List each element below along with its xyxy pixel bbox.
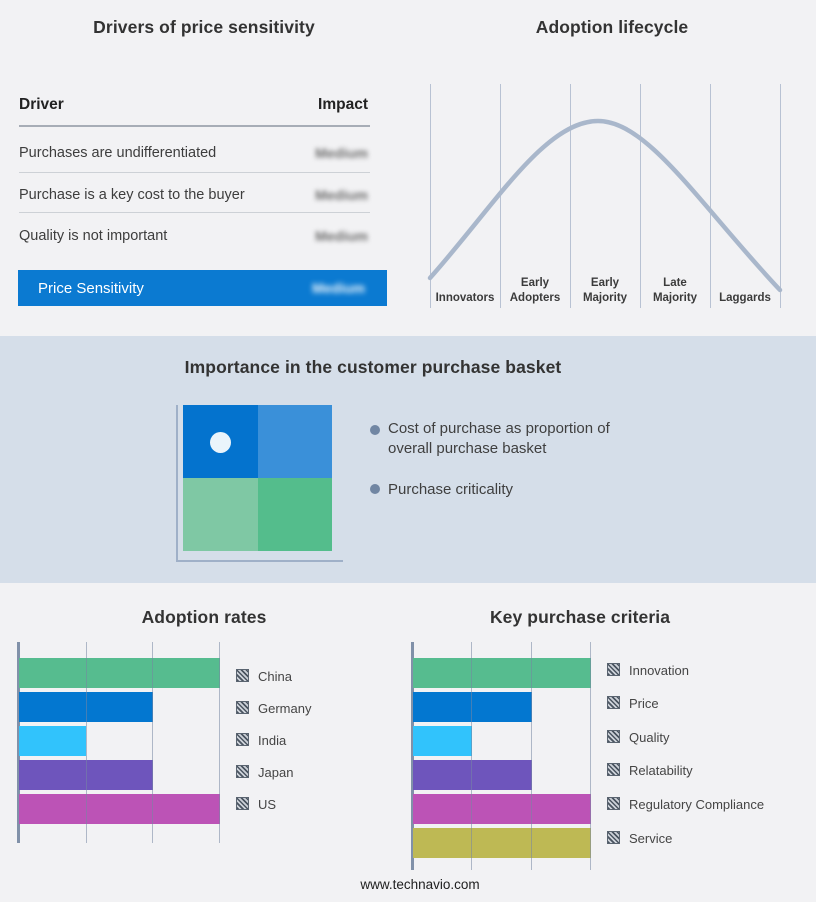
table-row-divider <box>19 212 370 213</box>
legend-regulatory-compliance: Regulatory Compliance <box>629 797 765 812</box>
driver-row-label: Purchase is a key cost to the buyer <box>19 187 245 203</box>
stage-label-early-adopters: Early Adopters <box>509 277 561 305</box>
legend-china: China <box>258 669 292 684</box>
hatch-swatch-icon <box>607 663 620 676</box>
legend-japan: Japan <box>258 765 294 780</box>
purchase-basket-band <box>0 336 816 583</box>
bar-quality <box>413 726 473 756</box>
bell-curve <box>427 118 783 293</box>
position-dot-icon <box>210 432 231 453</box>
hatch-swatch-icon <box>607 696 620 709</box>
driver-row-impact: Medium <box>315 187 368 203</box>
drivers-col-driver: Driver <box>19 96 64 113</box>
stage-label-early-majority: Early Majority <box>582 277 628 305</box>
legend-innovation: Innovation <box>629 663 689 678</box>
hatch-swatch-icon <box>236 733 249 746</box>
driver-row-label: Purchases are undifferentiated <box>19 145 217 161</box>
stage-label-laggards: Laggards <box>719 292 771 305</box>
legend-germany: Germany <box>258 701 312 716</box>
table-header-divider <box>19 125 370 127</box>
lifecycle-gridline <box>710 84 711 308</box>
bar-us <box>19 794 220 824</box>
stage-label-late-majority: Late Majority <box>652 277 698 305</box>
driver-row-label: Quality is not important <box>19 228 168 244</box>
bar-innovation <box>413 658 591 688</box>
legend-us: US <box>258 797 277 812</box>
adoption-rates-axis <box>17 642 20 843</box>
lifecycle-title: Adoption lifecycle <box>535 17 689 37</box>
lifecycle-gridline <box>570 84 571 308</box>
legend-price: Price <box>629 696 659 711</box>
basket-title: Importance in the customer purchase bask… <box>184 357 562 377</box>
bar-china <box>19 658 220 688</box>
key-criteria-axis <box>411 642 414 870</box>
quadrant-bottom-left <box>183 478 258 551</box>
quadrant-bottom-right <box>257 478 332 551</box>
website-url: www.technavio.com <box>360 877 480 892</box>
hatch-swatch-icon <box>607 797 620 810</box>
driver-row-impact: Medium <box>315 145 368 161</box>
hatch-swatch-icon <box>236 765 249 778</box>
table-row-divider <box>19 172 370 173</box>
lifecycle-gridline <box>430 84 431 308</box>
price-sensitivity-label: Price Sensitivity <box>38 279 144 297</box>
bullet-icon <box>370 425 380 435</box>
stage-label-innovators: Innovators <box>435 292 495 305</box>
gridline <box>219 642 220 843</box>
basket-bullet-1: Cost of purchase as proportion of overal… <box>388 420 610 457</box>
hatch-swatch-icon <box>236 669 249 682</box>
hatch-swatch-icon <box>607 730 620 743</box>
gridline <box>86 642 87 843</box>
legend-quality: Quality <box>629 730 670 745</box>
basket-quadrant <box>183 405 332 551</box>
basket-bullet-2: Purchase criticality <box>388 481 514 498</box>
gridline <box>531 642 532 870</box>
drivers-col-impact: Impact <box>318 96 368 113</box>
hatch-swatch-icon <box>236 701 249 714</box>
hatch-swatch-icon <box>607 763 620 776</box>
price-sensitivity-bar: Price Sensitivity Medium <box>18 270 387 306</box>
bar-relatability <box>413 760 532 790</box>
bar-regulatory-compliance <box>413 794 591 824</box>
lifecycle-gridline <box>640 84 641 308</box>
hatch-swatch-icon <box>607 831 620 844</box>
bar-price <box>413 692 532 722</box>
hatch-swatch-icon <box>236 797 249 810</box>
driver-row-impact: Medium <box>315 228 368 244</box>
gridline <box>590 642 591 870</box>
adoption-rates-title: Adoption rates <box>141 607 267 627</box>
price-sensitivity-impact: Medium <box>312 280 365 296</box>
legend-relatability: Relatability <box>629 763 693 778</box>
basket-y-axis <box>176 405 178 562</box>
bar-service <box>413 828 591 858</box>
gridline <box>152 642 153 843</box>
key-criteria-title: Key purchase criteria <box>489 607 671 627</box>
bar-india <box>19 726 86 756</box>
legend-service: Service <box>629 831 673 846</box>
gridline <box>471 642 472 870</box>
drivers-title: Drivers of price sensitivity <box>93 17 315 37</box>
legend-india: India <box>258 733 287 748</box>
quadrant-top-right <box>257 405 332 478</box>
bullet-icon <box>370 484 380 494</box>
lifecycle-gridline <box>780 84 781 308</box>
basket-x-axis <box>176 560 343 562</box>
